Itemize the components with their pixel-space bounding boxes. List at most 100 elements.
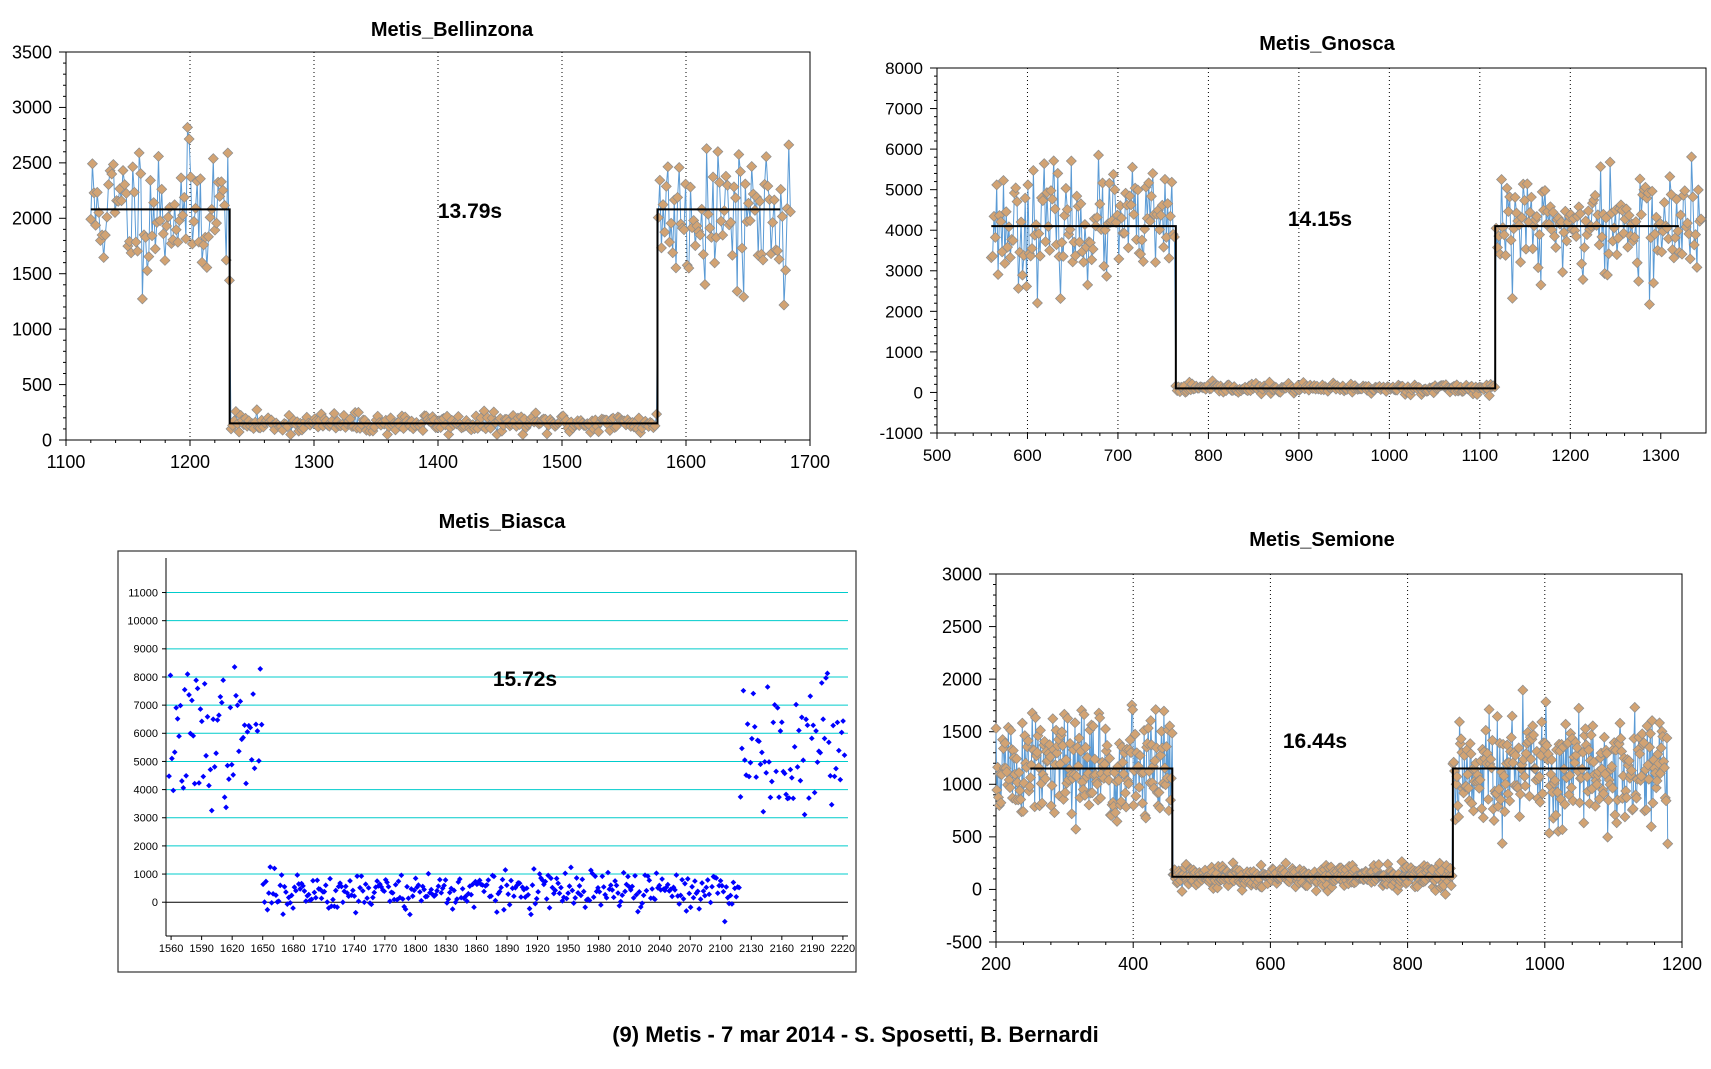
data-point [1671,193,1683,205]
data-point [707,899,714,906]
data-point [754,195,766,207]
data-point [1540,696,1552,708]
data-point [1623,209,1635,221]
data-point [132,245,144,257]
data-point [703,884,710,891]
data-point [1573,702,1585,714]
data-point [209,224,221,236]
data-point [1047,713,1059,725]
data-point [311,889,318,896]
data-point [1614,717,1626,729]
x-tick-label: 1500 [542,452,582,472]
x-tick-label: 1740 [342,943,366,955]
data-point [1140,812,1152,824]
data-point [261,899,268,905]
data-point [759,749,765,756]
data-point [374,878,380,884]
data-point [731,285,743,297]
data-point [756,738,762,745]
data-point [268,899,275,906]
data-point [1534,796,1546,808]
data-point [1452,800,1464,812]
x-tick-label: 600 [1255,954,1285,974]
data-point [1517,684,1529,696]
data-point [233,426,245,438]
data-point [1644,741,1656,753]
data-point [148,197,160,209]
data-point [1030,219,1042,231]
data-point [193,236,205,248]
data-point [699,279,711,290]
y-tick-label: -1000 [880,424,923,443]
x-tick-label: 800 [1194,446,1222,465]
y-tick-label: 0 [152,897,158,909]
data-point [1132,184,1144,196]
data-point [1010,182,1022,194]
data-point [659,226,671,238]
data-point [1168,231,1180,243]
data-point [1019,192,1031,204]
data-point [838,729,845,736]
data-point [503,882,510,889]
data-point [1495,794,1507,806]
data-point [357,884,363,891]
data-point [459,885,466,892]
x-tick-label: 1200 [170,452,210,472]
data-point [562,870,569,877]
data-point [1560,718,1572,730]
data-point [381,888,388,895]
data-point [1534,229,1546,241]
series-metis-semione [990,684,1674,900]
y-tick-label: 0 [42,430,52,450]
x-tick-label: 2100 [709,943,733,955]
data-point [620,869,627,876]
data-point [98,252,110,264]
y-tick-label: 1500 [942,722,982,742]
data-point [283,889,289,895]
data-point [1078,256,1090,268]
data-point [991,179,1003,191]
data-point [1524,206,1536,218]
y-tick-label: 0 [914,383,923,402]
data-point [1143,177,1155,189]
data-point [1236,884,1248,896]
data-point [841,752,848,758]
data-point [1633,275,1645,287]
panel-semione: 200 400 600 800 1000 1200 -500 0 500 1000 1500 2000… [942,529,1702,974]
data-point [1643,773,1655,785]
data-point [1695,213,1707,225]
data-point [1159,173,1171,185]
data-point [153,150,164,162]
data-point [1500,249,1512,261]
data-point [392,881,399,888]
data-point [523,885,530,892]
data-point [251,765,258,772]
data-point [712,146,724,158]
data-point [1594,752,1606,764]
data-point [676,901,683,907]
data-point [683,262,695,274]
data-point [1531,211,1543,223]
data-point [1672,225,1684,237]
data-point [1145,715,1157,727]
data-point [223,804,229,811]
data-point [1439,888,1451,900]
y-tick-label: 500 [952,827,982,847]
data-point [770,719,777,726]
data-point [730,879,737,886]
data-point [1576,258,1588,270]
data-point [1109,184,1121,196]
data-point [1523,790,1535,802]
x-tick-label: 700 [1104,446,1132,465]
data-point [692,878,698,884]
y-tick-label: 4000 [134,784,158,796]
data-point [1629,231,1641,243]
data-point [1635,770,1647,782]
data-point [1602,831,1614,843]
data-point [598,902,604,908]
data-point [717,229,729,241]
x-tick-label: 600 [1013,446,1041,465]
data-point [760,151,772,163]
data-point [1601,747,1613,759]
data-point [297,886,303,892]
